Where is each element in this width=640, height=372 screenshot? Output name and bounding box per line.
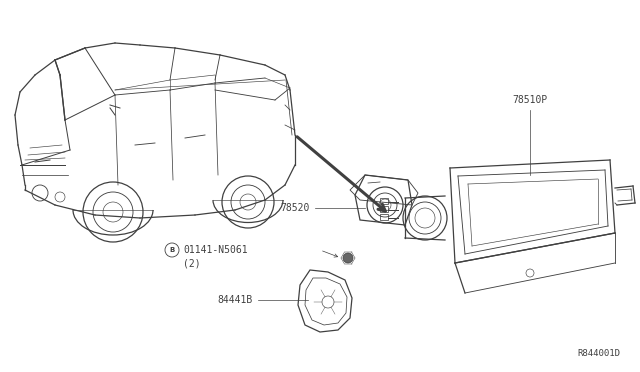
Circle shape bbox=[343, 253, 353, 263]
Bar bbox=[380, 214, 388, 220]
Bar bbox=[380, 198, 388, 204]
Text: (2): (2) bbox=[183, 258, 200, 268]
Text: 78520: 78520 bbox=[280, 203, 310, 213]
Text: B: B bbox=[170, 247, 175, 253]
Text: 84441B: 84441B bbox=[218, 295, 253, 305]
Bar bbox=[380, 206, 388, 212]
Text: 78510P: 78510P bbox=[513, 95, 548, 105]
Text: R844001D: R844001D bbox=[577, 349, 620, 358]
Text: 01141-N5061: 01141-N5061 bbox=[183, 245, 248, 255]
